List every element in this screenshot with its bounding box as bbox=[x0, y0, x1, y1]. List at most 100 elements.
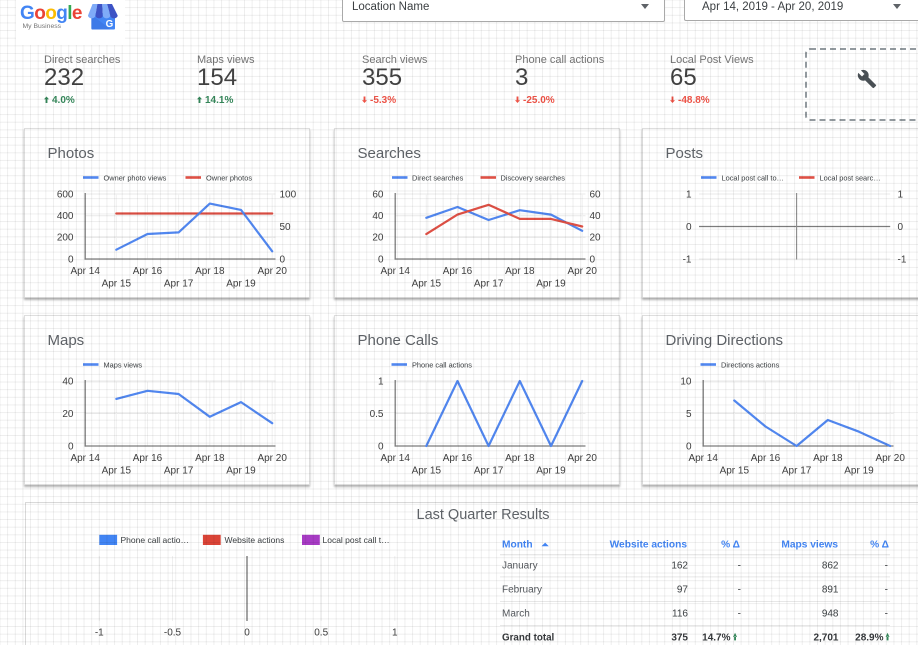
svg-text:Apr 18: Apr 18 bbox=[813, 452, 843, 463]
svg-text:891: 891 bbox=[822, 585, 839, 596]
svg-text:January: January bbox=[502, 561, 538, 572]
svg-text:-0.5: -0.5 bbox=[164, 628, 182, 639]
svg-text:1: 1 bbox=[392, 628, 398, 639]
svg-text:14.7%: 14.7% bbox=[702, 632, 730, 643]
svg-text:Apr 19: Apr 19 bbox=[844, 465, 874, 476]
svg-text:-1: -1 bbox=[898, 254, 907, 265]
svg-text:Maps: Maps bbox=[48, 332, 85, 349]
svg-text:0: 0 bbox=[280, 254, 286, 265]
svg-text:February: February bbox=[502, 585, 542, 596]
svg-text:Apr 20: Apr 20 bbox=[567, 452, 597, 463]
svg-text:28.9%: 28.9% bbox=[855, 632, 883, 643]
svg-text:Website actions: Website actions bbox=[225, 535, 285, 545]
svg-text:60: 60 bbox=[372, 189, 384, 200]
svg-text:40: 40 bbox=[372, 211, 384, 222]
svg-text:Photos: Photos bbox=[48, 145, 95, 162]
svg-text:Local post searc…: Local post searc… bbox=[820, 173, 881, 182]
svg-text:Direct searches: Direct searches bbox=[412, 173, 464, 182]
svg-text:1: 1 bbox=[378, 376, 384, 387]
svg-text:-1: -1 bbox=[683, 254, 692, 265]
svg-text:Apr 15: Apr 15 bbox=[720, 465, 750, 476]
svg-text:20: 20 bbox=[62, 408, 74, 419]
svg-text:Local post call t…: Local post call t… bbox=[323, 535, 390, 545]
svg-text:Apr 20: Apr 20 bbox=[257, 452, 287, 463]
svg-text:Owner photos: Owner photos bbox=[206, 173, 252, 182]
svg-text:Apr 18: Apr 18 bbox=[195, 452, 225, 463]
svg-text:-: - bbox=[738, 561, 741, 572]
svg-text:400: 400 bbox=[57, 211, 74, 222]
svg-text:200: 200 bbox=[57, 233, 74, 244]
svg-text:March: March bbox=[502, 609, 530, 620]
svg-text:10: 10 bbox=[680, 376, 692, 387]
svg-text:Month: Month bbox=[502, 540, 533, 551]
svg-text:Apr 14: Apr 14 bbox=[380, 266, 410, 277]
svg-text:-1: -1 bbox=[95, 628, 104, 639]
svg-text:Apr 19: Apr 19 bbox=[536, 465, 566, 476]
svg-text:100: 100 bbox=[280, 189, 297, 200]
svg-text:Apr 16: Apr 16 bbox=[133, 452, 163, 463]
svg-text:Apr 16: Apr 16 bbox=[751, 452, 781, 463]
svg-text:Driving Directions: Driving Directions bbox=[666, 332, 784, 349]
svg-text:Apr 18: Apr 18 bbox=[505, 266, 535, 277]
svg-text:Phone call actio…: Phone call actio… bbox=[121, 535, 190, 545]
svg-text:Phone Calls: Phone Calls bbox=[358, 332, 439, 349]
svg-text:Apr 14: Apr 14 bbox=[380, 452, 410, 463]
svg-text:Maps views: Maps views bbox=[781, 540, 838, 551]
svg-text:G: G bbox=[105, 19, 113, 30]
svg-text:0: 0 bbox=[68, 441, 74, 452]
svg-text:0: 0 bbox=[898, 222, 904, 233]
svg-text:97: 97 bbox=[677, 585, 689, 596]
svg-text:Owner photo views: Owner photo views bbox=[104, 173, 167, 182]
svg-text:Apr 17: Apr 17 bbox=[164, 465, 194, 476]
svg-text:Apr 19: Apr 19 bbox=[536, 278, 566, 289]
svg-text:Apr 20: Apr 20 bbox=[875, 452, 905, 463]
svg-text:600: 600 bbox=[57, 189, 74, 200]
svg-text:-: - bbox=[885, 561, 888, 572]
svg-text:40: 40 bbox=[590, 211, 602, 222]
svg-text:5: 5 bbox=[686, 408, 692, 419]
svg-text:Apr 17: Apr 17 bbox=[164, 278, 194, 289]
svg-text:375: 375 bbox=[671, 632, 688, 643]
svg-text:Website actions: Website actions bbox=[610, 540, 688, 551]
svg-text:Apr 19: Apr 19 bbox=[226, 465, 256, 476]
svg-text:0.5: 0.5 bbox=[314, 628, 328, 639]
svg-text:-: - bbox=[738, 609, 741, 620]
svg-text:Apr 17: Apr 17 bbox=[782, 465, 812, 476]
svg-text:Apr 16: Apr 16 bbox=[133, 266, 163, 277]
svg-text:Apr 19: Apr 19 bbox=[226, 278, 256, 289]
svg-text:Grand total: Grand total bbox=[502, 632, 555, 643]
svg-text:0: 0 bbox=[686, 222, 692, 233]
svg-text:Apr 17: Apr 17 bbox=[474, 278, 504, 289]
svg-text:Phone call actions: Phone call actions bbox=[412, 360, 472, 369]
svg-text:% Δ: % Δ bbox=[721, 540, 740, 551]
svg-text:0: 0 bbox=[68, 254, 74, 265]
svg-text:Apr 17: Apr 17 bbox=[474, 465, 504, 476]
svg-text:1: 1 bbox=[898, 189, 904, 200]
svg-text:20: 20 bbox=[372, 233, 384, 244]
svg-text:0.5: 0.5 bbox=[370, 408, 384, 419]
svg-text:116: 116 bbox=[672, 609, 688, 620]
svg-text:Apr 14: Apr 14 bbox=[70, 266, 100, 277]
svg-text:0: 0 bbox=[378, 254, 384, 265]
svg-text:Apr 15: Apr 15 bbox=[412, 465, 442, 476]
svg-text:862: 862 bbox=[822, 561, 839, 572]
svg-text:162: 162 bbox=[671, 561, 688, 572]
svg-text:1: 1 bbox=[686, 189, 692, 200]
svg-text:60: 60 bbox=[590, 189, 602, 200]
svg-text:Apr 14: Apr 14 bbox=[688, 452, 718, 463]
svg-text:Searches: Searches bbox=[358, 145, 421, 162]
svg-text:Apr 14: Apr 14 bbox=[70, 452, 100, 463]
svg-text:Apr 18: Apr 18 bbox=[195, 266, 225, 277]
svg-text:Apr 15: Apr 15 bbox=[102, 278, 132, 289]
svg-text:948: 948 bbox=[822, 609, 839, 620]
svg-text:Apr 16: Apr 16 bbox=[443, 266, 473, 277]
svg-text:40: 40 bbox=[62, 376, 74, 387]
svg-text:-: - bbox=[738, 585, 741, 596]
svg-text:Apr 18: Apr 18 bbox=[505, 452, 535, 463]
svg-text:50: 50 bbox=[280, 222, 292, 233]
svg-text:Local post call to…: Local post call to… bbox=[722, 173, 784, 182]
svg-text:0: 0 bbox=[378, 441, 384, 452]
svg-text:Apr 20: Apr 20 bbox=[257, 266, 287, 277]
svg-text:Apr 16: Apr 16 bbox=[443, 452, 473, 463]
svg-text:Apr 15: Apr 15 bbox=[102, 465, 132, 476]
